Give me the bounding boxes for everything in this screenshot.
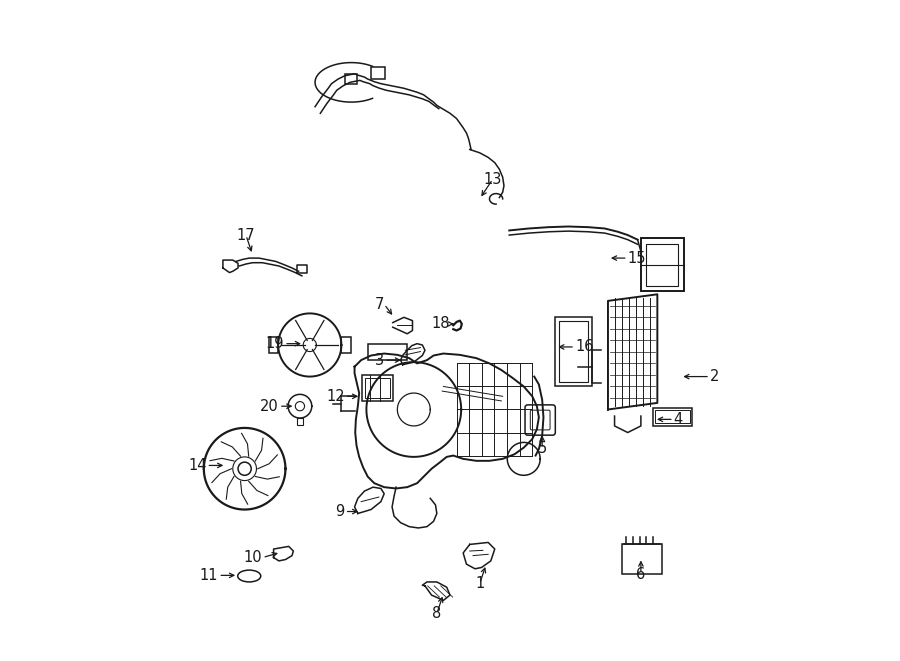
Text: 4: 4 <box>674 412 683 427</box>
Text: 13: 13 <box>483 172 502 186</box>
Bar <box>646 244 679 286</box>
Bar <box>269 337 278 353</box>
Text: 9: 9 <box>336 504 345 519</box>
Bar <box>297 418 303 424</box>
Bar <box>365 378 390 398</box>
Text: 15: 15 <box>627 251 646 266</box>
Text: 5: 5 <box>537 442 547 457</box>
Bar <box>641 239 684 291</box>
Text: 7: 7 <box>374 297 384 312</box>
Bar <box>555 317 591 387</box>
Text: 20: 20 <box>260 399 279 414</box>
Bar <box>362 375 393 401</box>
Text: 10: 10 <box>244 550 263 565</box>
Bar <box>655 410 689 423</box>
Text: 6: 6 <box>636 566 645 582</box>
Bar <box>623 545 662 574</box>
Text: 12: 12 <box>326 389 345 404</box>
Text: 8: 8 <box>432 606 442 621</box>
Bar <box>345 74 356 84</box>
Text: 3: 3 <box>375 352 384 368</box>
Text: 2: 2 <box>710 369 719 384</box>
Bar <box>559 321 588 383</box>
Bar <box>371 67 385 79</box>
Bar <box>652 408 692 426</box>
Text: 1: 1 <box>475 576 484 592</box>
Text: 19: 19 <box>266 336 284 351</box>
Text: 17: 17 <box>237 227 256 243</box>
Text: 18: 18 <box>431 317 450 331</box>
Text: 14: 14 <box>188 458 206 473</box>
Bar <box>368 344 407 360</box>
Text: 16: 16 <box>575 340 594 354</box>
Text: 11: 11 <box>200 568 219 583</box>
Bar <box>341 337 351 353</box>
